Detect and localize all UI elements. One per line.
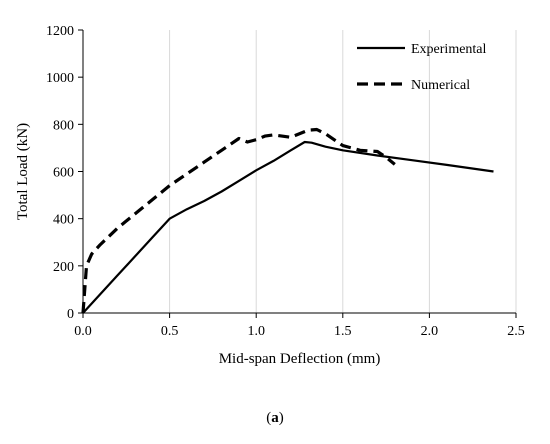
y-tick-labels: 0 200 400 600 800 1000 1200	[46, 24, 74, 322]
legend-label-numerical: Numerical	[411, 78, 470, 93]
series-line-experimental	[82, 140, 494, 314]
y-tick-label: 800	[53, 118, 74, 133]
legend-label-experimental: Experimental	[411, 42, 487, 57]
x-tick-label: 0.0	[74, 324, 92, 339]
legend: Experimental Numerical	[357, 42, 487, 93]
x-tick-labels: 0.0 0.5 1.0 1.5 2.0 2.5	[74, 324, 525, 339]
figure-caption: (a)	[0, 410, 550, 427]
axes	[78, 29, 517, 318]
y-tick-label: 600	[53, 166, 74, 181]
caption-letter: a	[271, 410, 279, 426]
x-tick-label: 1.0	[247, 324, 265, 339]
series-layer	[81, 127, 494, 314]
x-tick-label: 0.5	[161, 324, 179, 339]
caption-close-paren: )	[278, 410, 284, 426]
series-line-numerical	[81, 127, 396, 314]
line-chart: 0.0 0.5 1.0 1.5 2.0 2.5 0 200 400 600 800 1000 1200…	[15, 24, 525, 367]
plot-background	[83, 30, 516, 313]
x-axis-title: Mid-span Deflection (mm)	[219, 351, 381, 367]
y-axis-title: Total Load (kN)	[15, 123, 31, 220]
y-tick-label: 400	[53, 213, 74, 228]
x-tick-label: 2.0	[421, 324, 439, 339]
plot-area: 0.0 0.5 1.0 1.5 2.0 2.5 0 200 400 600 800 1000 1200	[46, 24, 525, 339]
y-tick-label: 200	[53, 260, 74, 275]
vertical-gridlines	[169, 30, 517, 313]
y-tick-label: 1200	[46, 24, 74, 39]
x-tick-label: 2.5	[507, 324, 525, 339]
y-tick-label: 1000	[46, 71, 74, 86]
y-tick-label: 0	[67, 307, 74, 322]
caption-open-paren: (	[266, 410, 272, 426]
x-tick-label: 1.5	[334, 324, 352, 339]
